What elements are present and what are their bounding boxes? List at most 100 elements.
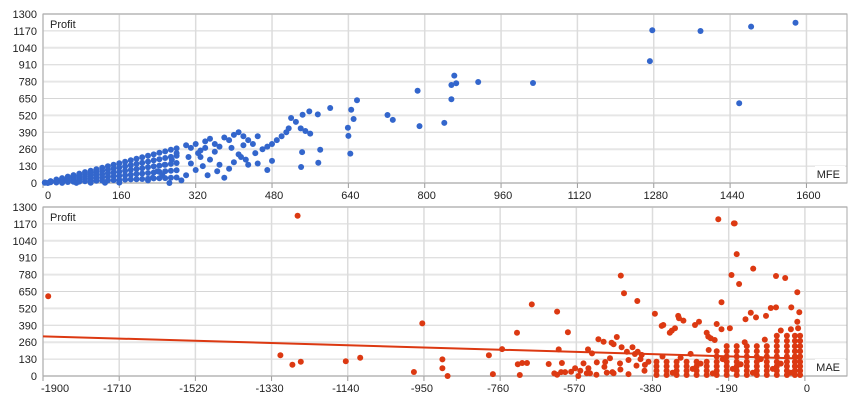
data-point bbox=[277, 352, 284, 359]
data-point bbox=[773, 348, 780, 355]
data-point bbox=[783, 348, 790, 355]
data-point bbox=[439, 356, 446, 363]
data-point bbox=[448, 96, 455, 103]
data-point bbox=[240, 142, 247, 149]
data-point bbox=[763, 353, 770, 360]
data-point bbox=[673, 358, 680, 365]
data-point bbox=[419, 320, 426, 327]
data-point bbox=[545, 361, 552, 367]
x-tick-label: 160 bbox=[112, 190, 130, 202]
y-axis-label: Profit bbox=[50, 212, 76, 224]
data-point bbox=[683, 358, 690, 365]
data-point bbox=[669, 369, 676, 376]
data-point bbox=[637, 356, 644, 363]
data-point bbox=[713, 321, 720, 327]
data-point bbox=[299, 111, 306, 118]
trendline bbox=[42, 335, 801, 360]
x-axis-label: MFE bbox=[817, 169, 840, 181]
data-point bbox=[713, 353, 720, 360]
data-point bbox=[173, 167, 180, 174]
data-point bbox=[568, 368, 575, 375]
data-point bbox=[519, 360, 526, 366]
data-point bbox=[663, 363, 670, 370]
data-point bbox=[696, 318, 702, 325]
data-point bbox=[185, 154, 192, 160]
y-tick-label: 130 bbox=[19, 354, 37, 366]
data-point bbox=[743, 372, 750, 378]
data-point bbox=[116, 179, 123, 186]
data-point bbox=[617, 272, 624, 279]
data-point bbox=[145, 177, 151, 184]
data-point bbox=[150, 157, 157, 164]
data-point bbox=[127, 162, 134, 169]
x-tick-label: -570 bbox=[563, 383, 585, 395]
data-point bbox=[187, 144, 194, 151]
data-point bbox=[122, 158, 129, 165]
data-point bbox=[689, 365, 696, 372]
data-point bbox=[723, 348, 730, 355]
data-point bbox=[133, 155, 140, 162]
data-point bbox=[204, 172, 211, 179]
data-point bbox=[649, 27, 656, 34]
data-point bbox=[516, 372, 523, 378]
data-point bbox=[723, 367, 730, 374]
data-point bbox=[585, 365, 592, 372]
data-point bbox=[653, 363, 660, 370]
data-point bbox=[139, 176, 146, 182]
data-point bbox=[145, 164, 151, 171]
data-point bbox=[448, 82, 455, 88]
data-point bbox=[788, 304, 795, 311]
data-point bbox=[718, 299, 725, 306]
data-point bbox=[306, 108, 313, 115]
data-point bbox=[294, 212, 301, 219]
x-tick-label: 480 bbox=[265, 190, 283, 202]
scatter-chart-1: 0 130 260 390 520 650 780 910 1040 1170 1300 0 160 32… bbox=[13, 9, 848, 202]
data-point bbox=[133, 176, 140, 183]
data-point bbox=[530, 80, 536, 86]
data-point bbox=[145, 152, 151, 159]
y-tick-label: 130 bbox=[19, 161, 37, 173]
data-point bbox=[249, 141, 256, 147]
data-point bbox=[763, 348, 770, 355]
data-point bbox=[736, 281, 743, 287]
data-point bbox=[748, 23, 755, 30]
data-point bbox=[769, 365, 776, 372]
data-point bbox=[342, 358, 349, 365]
data-point bbox=[166, 180, 173, 186]
data-point bbox=[633, 362, 640, 369]
data-point bbox=[703, 358, 710, 365]
data-point bbox=[782, 275, 789, 281]
x-tick-label: -1520 bbox=[179, 383, 207, 395]
data-point bbox=[613, 334, 620, 340]
x-tick-label: 800 bbox=[418, 190, 436, 202]
data-point bbox=[133, 160, 140, 167]
data-point bbox=[514, 329, 520, 336]
data-point bbox=[240, 133, 247, 140]
data-point bbox=[791, 363, 798, 370]
y-tick-label: 390 bbox=[19, 320, 37, 332]
data-point bbox=[692, 322, 698, 328]
data-point bbox=[273, 137, 280, 144]
data-point bbox=[344, 124, 351, 131]
data-point bbox=[259, 146, 266, 153]
data-point bbox=[127, 176, 134, 183]
data-point bbox=[202, 138, 209, 145]
data-point bbox=[116, 164, 123, 171]
data-point bbox=[585, 346, 591, 353]
data-point bbox=[777, 327, 784, 334]
data-point bbox=[791, 332, 798, 339]
data-point bbox=[680, 317, 687, 324]
data-point bbox=[44, 180, 51, 186]
data-point bbox=[723, 343, 730, 350]
data-point bbox=[683, 363, 690, 370]
data-point bbox=[558, 360, 565, 366]
data-point bbox=[747, 309, 754, 316]
data-point bbox=[653, 358, 660, 365]
data-point bbox=[354, 97, 360, 104]
data-point bbox=[705, 347, 712, 353]
data-point bbox=[787, 369, 794, 376]
data-point bbox=[736, 100, 743, 107]
data-point bbox=[750, 265, 757, 272]
data-point bbox=[245, 137, 252, 144]
data-point bbox=[795, 325, 802, 332]
